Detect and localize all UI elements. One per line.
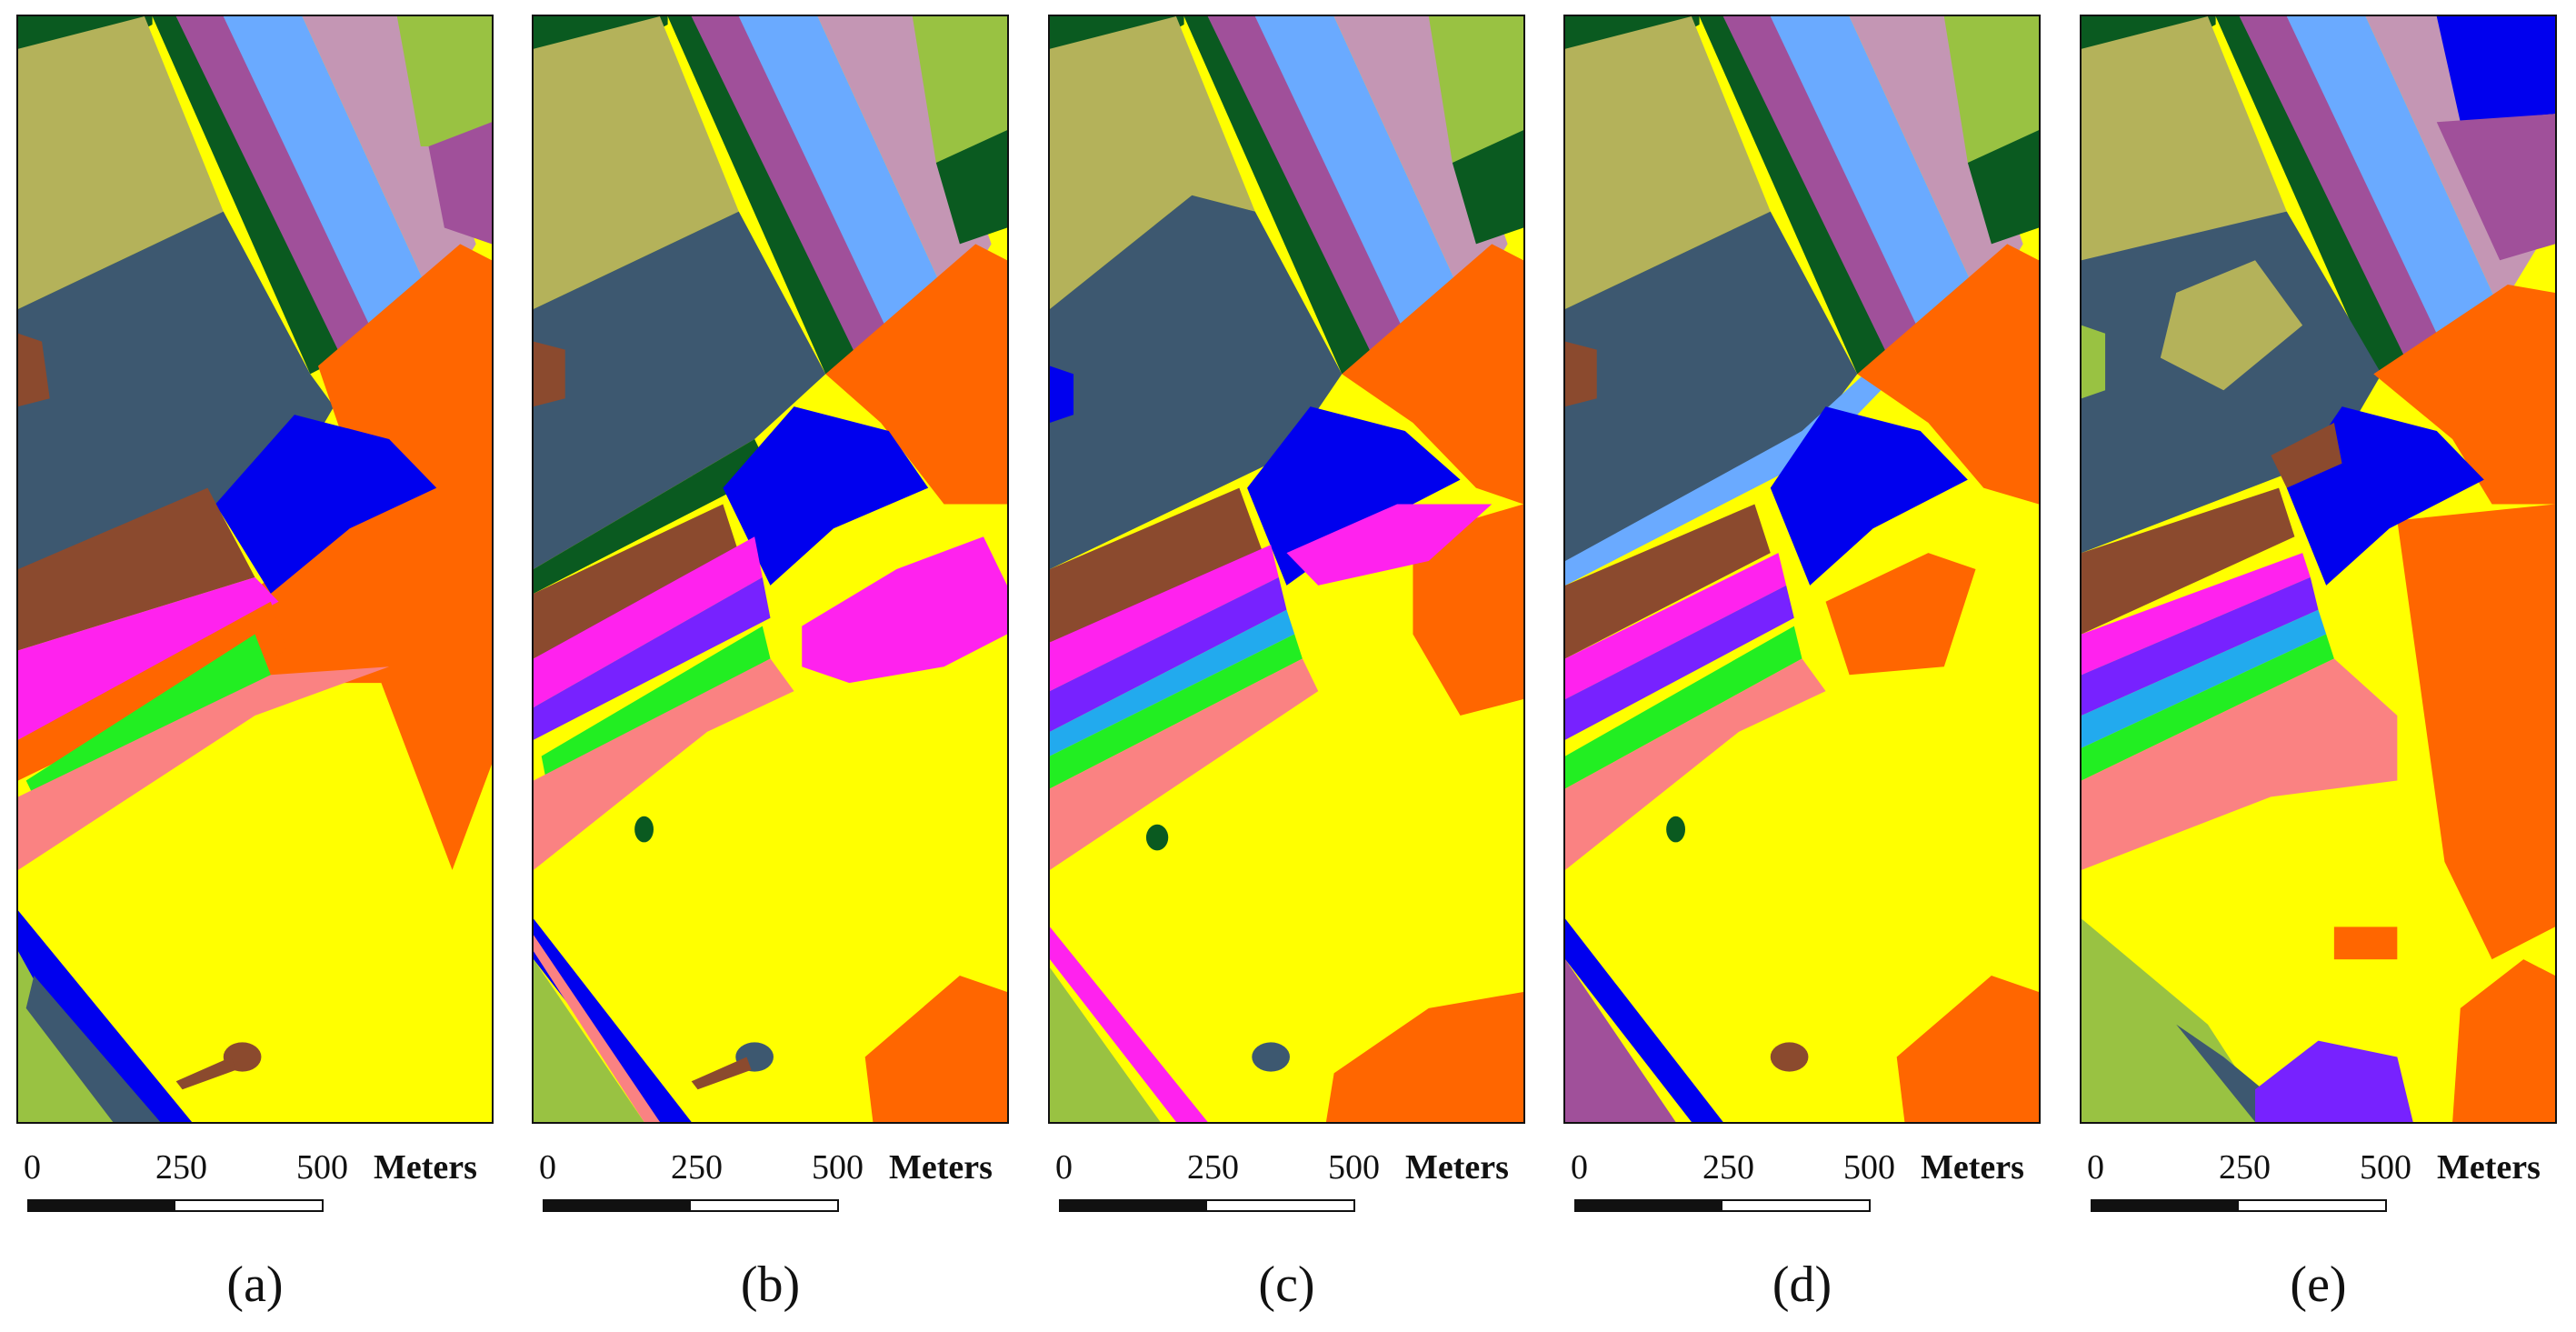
scalebar-unit: Meters — [1405, 1148, 1509, 1187]
panel-label: (e) — [2290, 1257, 2347, 1313]
scalebar-tick-500: 500 — [1843, 1148, 1895, 1187]
scalebar-tick-500: 500 — [812, 1148, 864, 1187]
scalebar-bar — [543, 1199, 839, 1212]
map-c-svg — [1050, 16, 1523, 1122]
scalebar-bar — [2091, 1199, 2387, 1212]
classification-map-e — [2080, 15, 2557, 1124]
scalebar: 0 250 500 Meters — [2087, 1148, 2541, 1214]
panel-label: (c) — [1258, 1257, 1315, 1313]
scalebar-unit: Meters — [2437, 1148, 2541, 1187]
scalebar-bar — [1574, 1199, 1871, 1212]
scalebar-tick-250: 250 — [1702, 1148, 1754, 1187]
scalebar-bar — [27, 1199, 324, 1212]
scalebar-unit: Meters — [889, 1148, 993, 1187]
scalebar-tick-0: 0 — [539, 1148, 556, 1187]
scalebar-tick-500: 500 — [296, 1148, 348, 1187]
map-b-svg — [534, 16, 1007, 1122]
classification-map-c — [1048, 15, 1525, 1124]
map-a-svg — [18, 16, 492, 1122]
scalebar-tick-0: 0 — [24, 1148, 41, 1187]
map-e-svg — [2082, 16, 2555, 1122]
scalebar: 0 250 500 Meters — [539, 1148, 993, 1214]
scalebar-tick-0: 0 — [2087, 1148, 2104, 1187]
classification-map-b — [532, 15, 1009, 1124]
scalebar-bar — [1059, 1199, 1355, 1212]
scalebar-tick-250: 250 — [155, 1148, 207, 1187]
scalebar-tick-250: 250 — [671, 1148, 723, 1187]
scalebar: 0 250 500 Meters — [24, 1148, 477, 1214]
scalebar-tick-250: 250 — [2219, 1148, 2271, 1187]
panel-label: (b) — [740, 1257, 801, 1313]
scalebar-unit: Meters — [374, 1148, 477, 1187]
scalebar-unit: Meters — [1921, 1148, 2024, 1187]
scalebar-tick-500: 500 — [1328, 1148, 1380, 1187]
panel-label: (d) — [1772, 1257, 1832, 1313]
scalebar-tick-250: 250 — [1187, 1148, 1239, 1187]
scalebar-tick-0: 0 — [1571, 1148, 1588, 1187]
scalebar-tick-500: 500 — [2360, 1148, 2411, 1187]
panel-label: (a) — [226, 1257, 284, 1313]
scalebar: 0 250 500 Meters — [1055, 1148, 1509, 1214]
map-d-svg — [1565, 16, 2039, 1122]
classification-map-a — [16, 15, 494, 1124]
classification-map-d — [1563, 15, 2041, 1124]
scalebar-tick-0: 0 — [1055, 1148, 1073, 1187]
scalebar: 0 250 500 Meters — [1571, 1148, 2024, 1214]
